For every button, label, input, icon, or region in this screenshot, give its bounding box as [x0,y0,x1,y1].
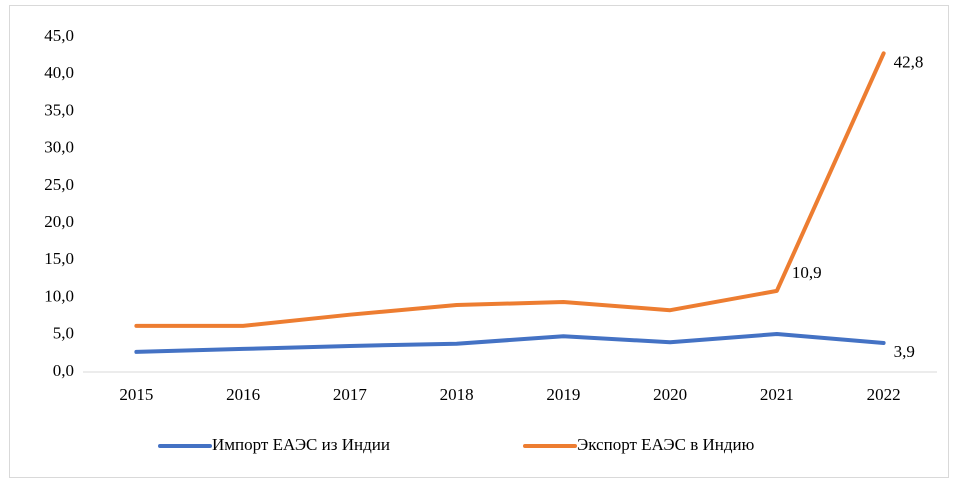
data-label: 10,9 [792,263,822,282]
y-tick-label: 0,0 [53,361,74,380]
x-tick-label: 2019 [546,385,580,404]
x-tick-label: 2015 [119,385,153,404]
x-tick-label: 2022 [867,385,901,404]
y-tick-label: 35,0 [44,100,74,119]
y-tick-label: 25,0 [44,175,74,194]
x-tick-label: 2020 [653,385,687,404]
y-tick-label: 5,0 [53,324,74,343]
series-line [134,332,886,354]
x-tick-label: 2017 [333,385,368,404]
series-line [134,51,886,328]
y-tick-label: 40,0 [44,63,74,82]
x-tick-label: 2018 [440,385,474,404]
data-label: 3,9 [894,342,915,361]
x-tick-label: 2016 [226,385,260,404]
chart-frame [9,5,949,478]
y-tick-label: 20,0 [44,212,74,231]
data-label: 42,8 [894,52,924,71]
y-tick-label: 45,0 [44,26,74,45]
x-tick-label: 2021 [760,385,794,404]
y-tick-label: 15,0 [44,249,74,268]
y-tick-label: 30,0 [44,138,74,157]
y-tick-label: 10,0 [44,286,74,305]
legend-label: Экспорт ЕАЭС в Индию [577,435,755,454]
legend-label: Импорт ЕАЭС из Индии [212,435,390,454]
